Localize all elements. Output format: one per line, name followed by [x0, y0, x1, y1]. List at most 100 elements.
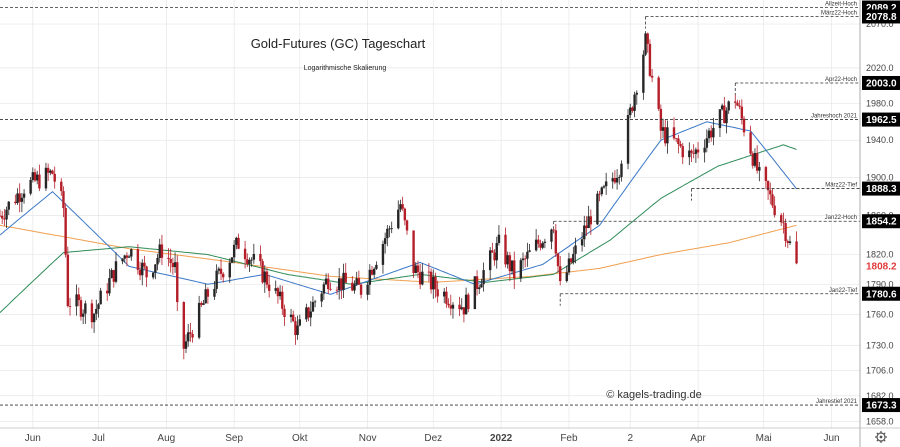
- candle: [613, 170, 617, 185]
- candle: [75, 284, 78, 316]
- candle: [556, 252, 560, 273]
- y-tick-label: 1900.0: [866, 173, 894, 183]
- level-lines: Allzeit-Hoch März22-Hoch Apr22-Hoch Jahresh…: [0, 2, 860, 406]
- y-tick-label: 1820.0: [866, 250, 894, 260]
- candle: [523, 255, 527, 268]
- candle: [136, 244, 140, 275]
- candle: [95, 299, 98, 321]
- moving-averages: [0, 121, 797, 313]
- candle: [600, 186, 603, 197]
- candle: [305, 303, 308, 323]
- candle: [267, 274, 271, 298]
- candle: [169, 248, 172, 273]
- candle: [631, 106, 634, 113]
- candle: [84, 300, 87, 324]
- level-note: Jahreshoch 2021: [811, 114, 858, 120]
- candle: [602, 184, 606, 189]
- candle: [521, 252, 525, 269]
- level-price-label: 2078.8: [866, 12, 897, 23]
- candle: [412, 230, 415, 278]
- candle: [786, 239, 789, 249]
- candle: [53, 166, 56, 189]
- x-tick-label: Aug: [157, 433, 175, 444]
- candle: [36, 170, 39, 185]
- candle: [692, 144, 695, 159]
- candle: [528, 243, 531, 253]
- candle: [436, 280, 439, 303]
- candle: [357, 270, 361, 285]
- candle: [381, 240, 385, 274]
- x-axis-ticks: Jun Jul Aug Sep Okt Nov Dez 2022 Feb 2 Apr Mai Jun: [25, 433, 840, 444]
- candle: [44, 162, 48, 191]
- candle: [753, 148, 757, 168]
- candle: [758, 161, 761, 182]
- candle: [112, 269, 115, 288]
- candle: [138, 261, 142, 281]
- candle: [386, 224, 389, 247]
- candle: [709, 125, 713, 142]
- candle: [569, 257, 573, 264]
- candle: [664, 119, 667, 147]
- candle: [366, 281, 369, 301]
- candle: [666, 120, 669, 154]
- candle: [646, 32, 649, 53]
- candle: [508, 251, 512, 282]
- candle: [375, 261, 378, 270]
- candle: [370, 266, 374, 276]
- candle: [559, 255, 562, 286]
- candle: [20, 192, 24, 213]
- candle: [114, 252, 118, 284]
- level-price-badge: 1854.2: [862, 214, 900, 229]
- candle: [261, 258, 264, 284]
- candle: [160, 234, 164, 265]
- level-price-badge: 2003.0: [862, 75, 900, 90]
- candle: [493, 249, 496, 266]
- candle: [296, 315, 299, 340]
- candle: [694, 147, 698, 163]
- candle: [648, 39, 652, 78]
- x-tick-label: Apr: [690, 433, 706, 444]
- candle: [414, 262, 417, 274]
- level-price-badge: 1888.3: [862, 181, 900, 196]
- candle: [644, 31, 647, 57]
- candle: [478, 284, 481, 295]
- candle: [215, 264, 218, 294]
- candle: [519, 257, 523, 283]
- candle: [0, 209, 2, 218]
- moving-average-slow-line: [0, 224, 797, 283]
- candle: [589, 209, 593, 235]
- candle: [121, 258, 124, 265]
- candle: [725, 107, 728, 134]
- level-price-label: 1854.2: [866, 217, 897, 228]
- candle: [250, 257, 253, 267]
- level-price-label: 1673.3: [866, 401, 897, 412]
- candle: [313, 299, 317, 308]
- level-note: März22-Tief: [825, 183, 857, 189]
- candle: [372, 267, 376, 279]
- settings-gear-icon[interactable]: [875, 431, 887, 443]
- level-price-label: 1888.3: [866, 184, 897, 195]
- candle: [49, 169, 52, 176]
- candle: [611, 172, 614, 189]
- candle: [29, 176, 32, 196]
- y-tick-label: 1682.0: [866, 391, 894, 401]
- candle: [340, 278, 343, 299]
- candle: [458, 296, 461, 317]
- candle: [246, 253, 249, 268]
- candle: [534, 229, 538, 252]
- candle: [703, 139, 706, 163]
- candle: [289, 309, 293, 323]
- candle: [451, 302, 455, 319]
- candle: [618, 174, 621, 185]
- candle: [110, 268, 113, 279]
- x-tick-label: Mai: [756, 433, 772, 444]
- candle: [642, 50, 645, 100]
- x-tick-label: Nov: [359, 433, 377, 444]
- candle: [337, 268, 341, 300]
- candle: [707, 127, 711, 144]
- candle: [197, 295, 201, 340]
- candle: [782, 212, 785, 234]
- candle: [145, 265, 148, 287]
- candle: [31, 167, 35, 183]
- level-price-label: 2003.0: [866, 78, 897, 89]
